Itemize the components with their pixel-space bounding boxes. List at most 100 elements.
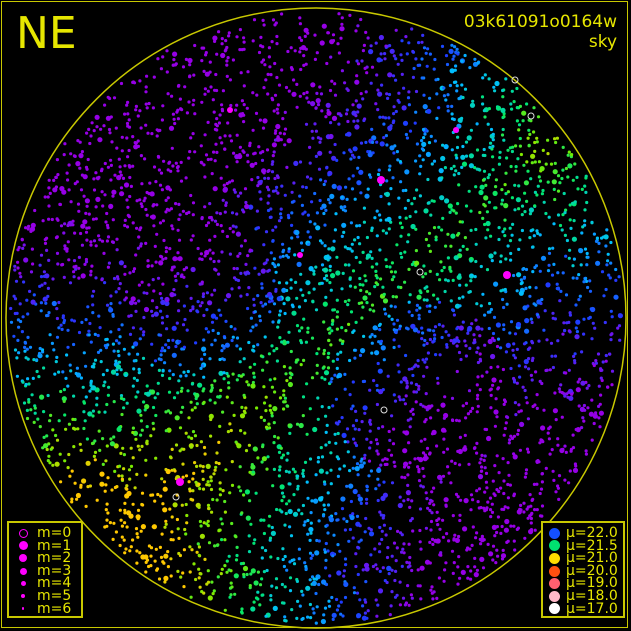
star-point	[540, 514, 544, 518]
star-point	[342, 574, 346, 578]
star-point	[321, 514, 326, 518]
star-point	[230, 338, 234, 343]
star-point	[215, 117, 219, 121]
star-point	[488, 508, 493, 512]
star-point	[511, 273, 516, 278]
star-point	[561, 168, 565, 172]
star-point	[272, 467, 276, 471]
star-point	[150, 299, 155, 303]
star-point	[168, 125, 175, 131]
star-point	[501, 297, 505, 302]
star-point	[320, 405, 324, 409]
star-point	[109, 163, 113, 167]
star-point	[313, 33, 317, 37]
star-point	[584, 279, 589, 283]
star-point	[351, 536, 355, 540]
star-point	[480, 327, 484, 331]
star-point	[508, 438, 512, 442]
star-point	[533, 528, 537, 532]
star-point	[365, 488, 369, 492]
star-point	[187, 480, 191, 484]
star-point	[218, 481, 222, 485]
star-point	[61, 370, 65, 374]
star-point	[539, 487, 544, 491]
star-point	[181, 571, 185, 575]
star-point	[508, 483, 512, 487]
star-point	[239, 429, 243, 433]
star-point	[24, 382, 28, 387]
star-point	[326, 355, 330, 359]
star-point	[617, 275, 621, 279]
star-point	[365, 256, 369, 260]
star-point	[304, 122, 309, 126]
star-point	[405, 136, 409, 140]
star-point	[201, 469, 205, 473]
star-point	[577, 273, 581, 277]
star-point	[358, 276, 362, 281]
star-point	[238, 465, 242, 469]
star-point	[270, 344, 274, 348]
star-point	[391, 120, 395, 125]
star-point	[331, 115, 338, 121]
star-point	[170, 268, 174, 272]
star-point	[297, 508, 301, 512]
star-point	[104, 220, 108, 224]
star-point	[384, 134, 388, 138]
star-point	[139, 413, 143, 417]
star-point	[327, 405, 331, 410]
star-point	[213, 219, 218, 223]
star-point	[368, 446, 372, 450]
star-point	[483, 115, 487, 119]
star-point	[103, 161, 107, 166]
star-point	[446, 109, 450, 113]
star-point	[327, 351, 331, 355]
star-point	[517, 410, 521, 414]
star-point	[182, 345, 186, 349]
star-point	[397, 395, 401, 399]
star-point	[321, 579, 327, 585]
star-point	[609, 338, 613, 342]
star-point	[82, 351, 86, 355]
star-point	[352, 119, 356, 123]
star-point	[342, 569, 346, 573]
star-point	[403, 280, 407, 284]
star-point	[315, 211, 319, 215]
star-point	[420, 40, 424, 44]
star-point	[185, 328, 189, 332]
star-point	[213, 39, 217, 44]
star-point	[264, 78, 268, 82]
star-point	[340, 326, 344, 330]
star-point	[474, 259, 478, 264]
star-point	[283, 110, 287, 114]
star-point	[296, 484, 300, 488]
star-point	[604, 353, 608, 358]
star-point	[540, 425, 546, 431]
star-point	[74, 371, 78, 376]
star-point	[70, 500, 74, 504]
star-point	[141, 356, 146, 360]
star-point	[185, 284, 189, 288]
star-point	[568, 313, 573, 317]
star-point	[395, 318, 400, 322]
star-point	[432, 159, 437, 163]
star-point	[356, 235, 360, 240]
star-point	[440, 335, 444, 340]
star-point	[331, 359, 335, 363]
star-point	[136, 444, 140, 448]
star-point	[155, 128, 159, 132]
star-point	[168, 507, 172, 511]
star-point	[264, 548, 268, 553]
star-point	[374, 326, 378, 331]
star-point	[193, 434, 197, 438]
star-point	[545, 338, 549, 342]
star-point	[421, 33, 425, 38]
star-point	[94, 205, 98, 209]
star-point	[203, 175, 207, 179]
star-point	[379, 141, 385, 147]
star-point	[105, 524, 109, 528]
star-point	[462, 526, 468, 532]
star-point	[348, 13, 352, 17]
star-point	[385, 457, 389, 461]
star-point	[566, 395, 570, 399]
star-point	[450, 148, 454, 152]
